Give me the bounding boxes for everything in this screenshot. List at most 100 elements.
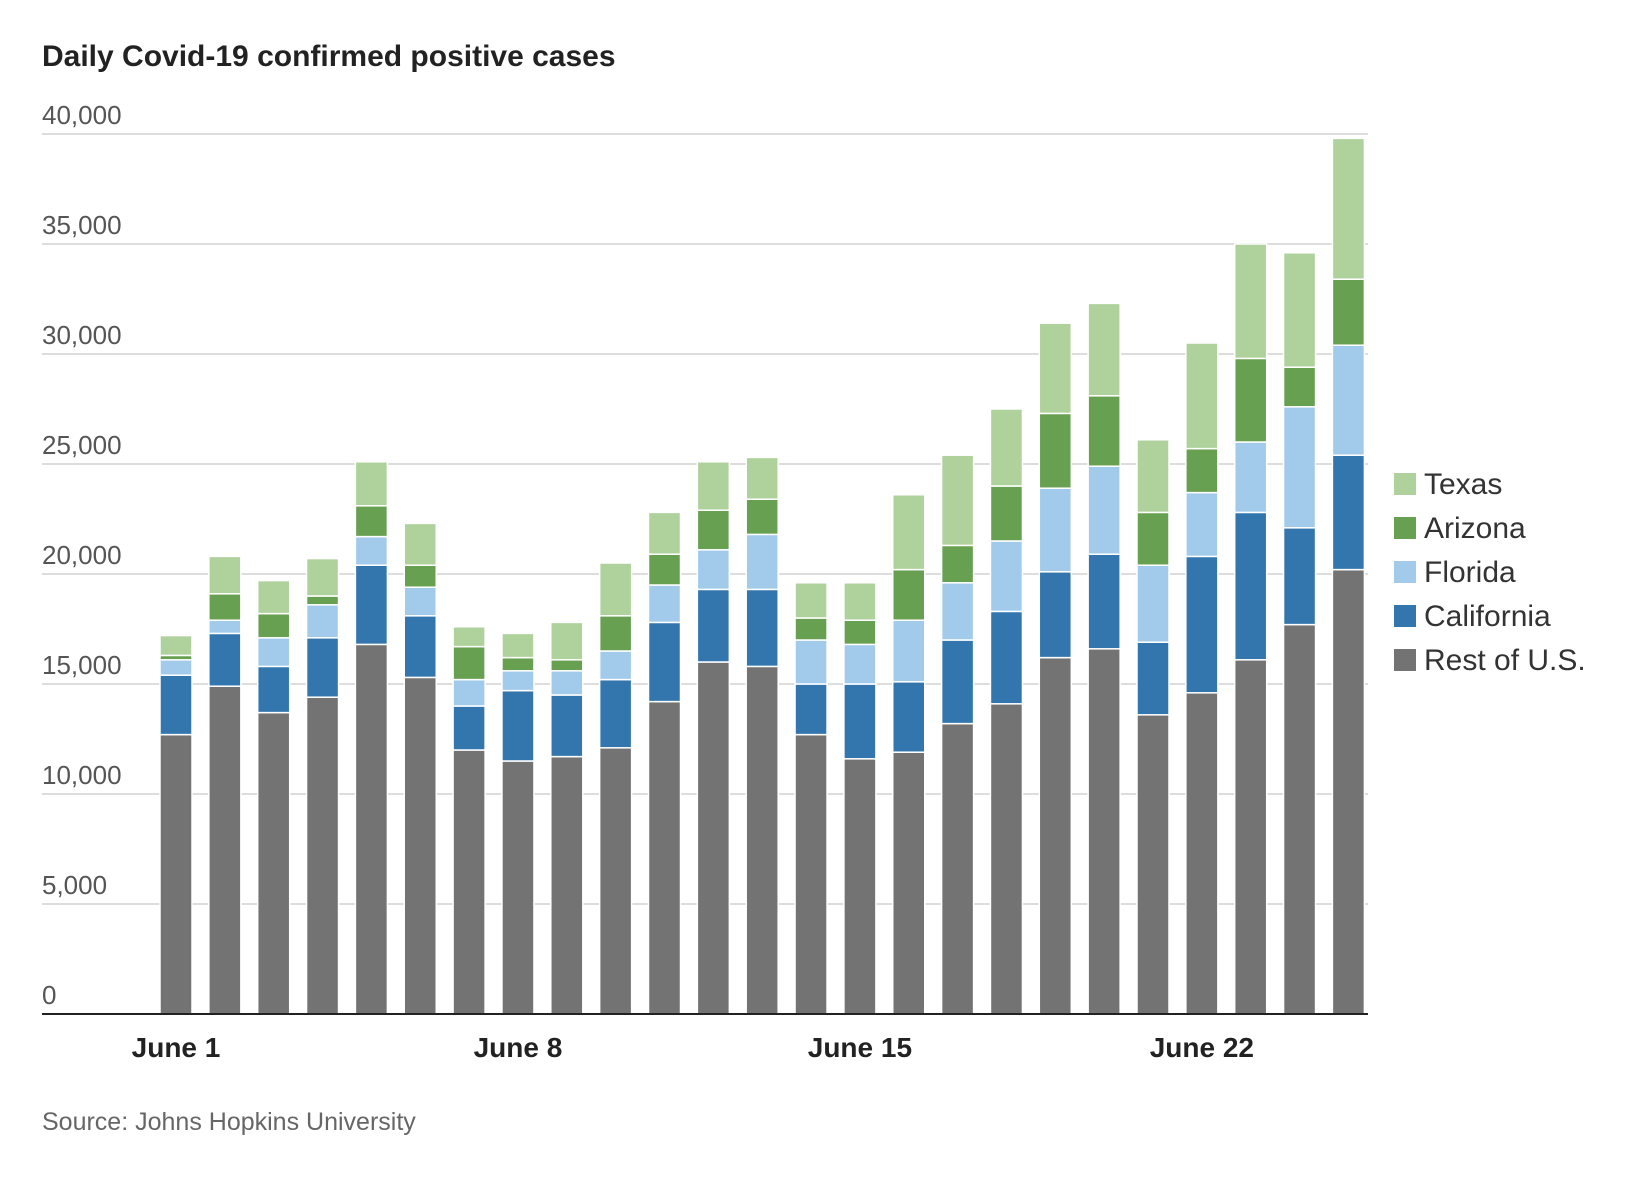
bar-segment-florida: June 17 — Florida: 2600 bbox=[940, 582, 975, 641]
y-tick-label: 40,000 bbox=[42, 100, 122, 130]
bar-segment-texas: June 24 — Texas: 5200 bbox=[1282, 252, 1317, 368]
bar-segment-arizona: June 16 — Arizona: 2300 bbox=[892, 568, 926, 621]
bar-segment-arizona: June 19 — Arizona: 3400 bbox=[1038, 412, 1073, 489]
bar-stack: June 4 — Rest of U.S.: 14400June 4 — Cal… bbox=[305, 557, 340, 1015]
bar-stack: June 15 — Rest of U.S.: 11600June 15 — C… bbox=[843, 582, 877, 1015]
bar-segment-arizona: June 17 — Arizona: 1700 bbox=[940, 544, 975, 584]
bar-segment-rest-of-u-s: June 11 — Rest of U.S.: 14200 bbox=[647, 700, 682, 1015]
bar-segment-arizona: June 23 — Arizona: 3800 bbox=[1233, 357, 1268, 443]
bar-segment-florida: June 5 — Florida: 1300 bbox=[354, 535, 389, 566]
bar-stack: June 3 — Rest of U.S.: 13700June 3 — Cal… bbox=[256, 579, 291, 1015]
bar-segment-california: June 17 — California: 3800 bbox=[940, 639, 975, 725]
bar-segment-florida: June 24 — Florida: 5500 bbox=[1282, 406, 1317, 529]
bar-segment-arizona: June 18 — Arizona: 2500 bbox=[989, 485, 1024, 542]
x-axis-tick-labels: June 1 June 8 June 15 June 22 bbox=[132, 1032, 1254, 1063]
bar-segment-california: June 25 — California: 5200 bbox=[1331, 454, 1366, 571]
legend-label: Florida bbox=[1424, 556, 1516, 589]
bar-stack: June 2 — Rest of U.S.: 14900June 2 — Cal… bbox=[208, 555, 242, 1015]
bar-stack: June 14 — Rest of U.S.: 12700June 14 — C… bbox=[794, 582, 828, 1015]
bar-segment-rest-of-u-s: June 5 — Rest of U.S.: 16800 bbox=[354, 643, 389, 1015]
bar-stack: June 5 — Rest of U.S.: 16800June 5 — Cal… bbox=[354, 461, 389, 1015]
legend-item: Florida bbox=[1394, 556, 1516, 589]
bar-segment-texas: June 16 — Texas: 3400 bbox=[892, 494, 926, 571]
bar-segment-florida: June 6 — Florida: 1300 bbox=[403, 586, 437, 617]
legend-swatch bbox=[1394, 473, 1416, 495]
bar-segment-arizona: June 15 — Arizona: 1100 bbox=[843, 619, 877, 646]
bar-segment-rest-of-u-s: June 19 — Rest of U.S.: 16200 bbox=[1038, 656, 1073, 1015]
bar-stack: June 18 — Rest of U.S.: 14100June 18 — C… bbox=[989, 408, 1024, 1015]
bar-segment-texas: June 19 — Texas: 4100 bbox=[1038, 322, 1073, 415]
bar-segment-texas: June 14 — Texas: 1600 bbox=[794, 582, 828, 619]
legend-label: Rest of U.S. bbox=[1424, 644, 1586, 677]
bar-segment-california: June 4 — California: 2700 bbox=[305, 637, 340, 698]
bar-segment-california: June 9 — California: 2800 bbox=[550, 694, 584, 758]
bar-segment-california: June 11 — California: 3600 bbox=[647, 621, 682, 703]
bar-stack: June 25 — Rest of U.S.: 20200June 25 — C… bbox=[1331, 137, 1366, 1015]
bar-segment-texas: June 9 — Texas: 1700 bbox=[550, 621, 584, 661]
bar-segment-florida: June 1 — Florida: 700 bbox=[159, 659, 193, 676]
bar-segment-texas: June 11 — Texas: 1900 bbox=[647, 511, 682, 555]
bar-segment-california: June 8 — California: 3200 bbox=[501, 689, 535, 762]
bar-segment-texas: June 18 — Texas: 3500 bbox=[989, 408, 1024, 487]
bar-segment-florida: June 2 — Florida: 600 bbox=[208, 619, 242, 635]
bar-segment-texas: June 3 — Texas: 1500 bbox=[256, 579, 291, 615]
bar-segment-rest-of-u-s: June 21 — Rest of U.S.: 13600 bbox=[1136, 714, 1170, 1015]
legend-label: Texas bbox=[1424, 468, 1502, 501]
bar-segment-california: June 15 — California: 3400 bbox=[843, 683, 877, 760]
bar-segment-california: June 24 — California: 4400 bbox=[1282, 527, 1317, 626]
bar-segment-rest-of-u-s: June 20 — Rest of U.S.: 16600 bbox=[1087, 648, 1121, 1015]
bar-segment-rest-of-u-s: June 17 — Rest of U.S.: 13200 bbox=[940, 722, 975, 1015]
bar-segment-california: June 23 — California: 6700 bbox=[1233, 511, 1268, 661]
bar-segment-california: June 16 — California: 3200 bbox=[892, 681, 926, 753]
bar-segment-rest-of-u-s: June 13 — Rest of U.S.: 15800 bbox=[745, 665, 779, 1015]
bar-segment-texas: June 1 — Texas: 900 bbox=[159, 634, 193, 657]
bar-segment-arizona: June 9 — Arizona: 500 bbox=[550, 659, 584, 672]
bar-segment-arizona: June 24 — Arizona: 1800 bbox=[1282, 366, 1317, 408]
bar-segment-texas: June 12 — Texas: 2200 bbox=[696, 461, 731, 511]
bar-segment-rest-of-u-s: June 14 — Rest of U.S.: 12700 bbox=[794, 733, 828, 1015]
bar-segment-florida: June 21 — Florida: 3500 bbox=[1136, 564, 1170, 643]
bar-segment-california: June 2 — California: 2400 bbox=[208, 632, 242, 687]
y-tick-label: 5,000 bbox=[42, 870, 107, 900]
bar-segment-rest-of-u-s: June 15 — Rest of U.S.: 11600 bbox=[843, 758, 877, 1015]
bar-stack: June 20 — Rest of U.S.: 16600June 20 — C… bbox=[1087, 302, 1121, 1015]
bar-segment-rest-of-u-s: June 1 — Rest of U.S.: 12700 bbox=[159, 733, 193, 1015]
bar-segment-texas: June 23 — Texas: 5200 bbox=[1233, 243, 1268, 360]
legend-swatch bbox=[1394, 605, 1416, 627]
bar-segment-arizona: June 7 — Arizona: 1500 bbox=[452, 645, 486, 681]
legend-swatch bbox=[1394, 561, 1416, 583]
legend-item: California bbox=[1394, 600, 1551, 633]
x-tick-label: June 22 bbox=[1150, 1032, 1254, 1063]
y-axis-tick-labels: 0 5,000 10,000 15,000 20,000 25,000 30,000 35,0… bbox=[42, 100, 122, 1010]
bar-segment-arizona: June 8 — Arizona: 600 bbox=[501, 656, 535, 672]
bar-segment-texas: June 15 — Texas: 1700 bbox=[843, 582, 877, 621]
bar-segment-florida: June 4 — Florida: 1500 bbox=[305, 604, 340, 639]
bar-stack: June 7 — Rest of U.S.: 12000June 7 — Cal… bbox=[452, 626, 486, 1015]
bar-stack: June 24 — Rest of U.S.: 17700June 24 — C… bbox=[1282, 252, 1317, 1015]
bar-segment-florida: June 25 — Florida: 5000 bbox=[1331, 344, 1366, 456]
bar-segment-california: June 19 — California: 3900 bbox=[1038, 571, 1073, 659]
bar-segment-arizona: June 3 — Arizona: 1100 bbox=[256, 612, 291, 639]
bar-segment-california: June 10 — California: 3100 bbox=[598, 678, 633, 749]
bar-segment-florida: June 3 — Florida: 1300 bbox=[256, 637, 291, 668]
bar-stack: June 1 — Rest of U.S.: 12700June 1 — Cal… bbox=[159, 634, 193, 1015]
bar-segment-california: June 12 — California: 3300 bbox=[696, 588, 731, 663]
legend-swatch bbox=[1394, 649, 1416, 671]
bar-segment-texas: June 13 — Texas: 1900 bbox=[745, 456, 779, 500]
bar-segment-florida: June 10 — Florida: 1300 bbox=[598, 650, 633, 681]
bar-stack: June 17 — Rest of U.S.: 13200June 17 — C… bbox=[940, 454, 975, 1015]
bar-segment-rest-of-u-s: June 3 — Rest of U.S.: 13700 bbox=[256, 711, 291, 1015]
bar-segment-texas: June 8 — Texas: 1100 bbox=[501, 632, 535, 659]
bar-stack: June 6 — Rest of U.S.: 15300June 6 — Cal… bbox=[403, 522, 437, 1015]
bar-segment-arizona: June 12 — Arizona: 1800 bbox=[696, 509, 731, 551]
y-tick-label: 35,000 bbox=[42, 210, 122, 240]
bar-segment-arizona: June 14 — Arizona: 1000 bbox=[794, 617, 828, 641]
bar-stack: June 21 — Rest of U.S.: 13600June 21 — C… bbox=[1136, 439, 1170, 1015]
bar-segment-texas: June 25 — Texas: 6400 bbox=[1331, 137, 1366, 280]
bar-segment-arizona: June 10 — Arizona: 1600 bbox=[598, 615, 633, 652]
bar-segment-rest-of-u-s: June 25 — Rest of U.S.: 20200 bbox=[1331, 568, 1366, 1015]
bar-segment-florida: June 19 — Florida: 3800 bbox=[1038, 487, 1073, 573]
bar-segment-rest-of-u-s: June 8 — Rest of U.S.: 11500 bbox=[501, 760, 535, 1015]
bar-segment-rest-of-u-s: June 16 — Rest of U.S.: 11900 bbox=[892, 751, 926, 1015]
